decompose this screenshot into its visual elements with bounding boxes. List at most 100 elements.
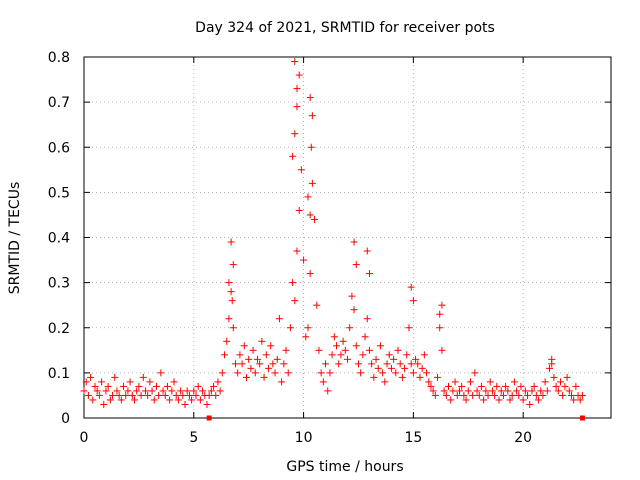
- data-point: [295, 71, 303, 79]
- data-point: [370, 373, 378, 381]
- data-point: [409, 297, 417, 305]
- data-point: [427, 382, 435, 390]
- data-point: [91, 382, 99, 390]
- data-point: [229, 324, 237, 332]
- data-point: [307, 143, 315, 151]
- data-point: [326, 369, 334, 377]
- data-point: [284, 369, 292, 377]
- data-point: [194, 382, 202, 390]
- data-point: [100, 400, 108, 408]
- y-tick-label: 0.7: [48, 95, 70, 111]
- data-point: [234, 369, 242, 377]
- data-point: [572, 382, 580, 390]
- data-point: [212, 391, 220, 399]
- data-point: [576, 396, 584, 404]
- data-point: [304, 193, 312, 201]
- x-tick-label: 20: [514, 430, 532, 446]
- data-point: [528, 387, 536, 395]
- data-point: [122, 391, 130, 399]
- data-point: [484, 391, 492, 399]
- data-point: [205, 391, 213, 399]
- data-point: [445, 382, 453, 390]
- x-tick-label: 10: [295, 430, 313, 446]
- data-point: [567, 391, 575, 399]
- data-point: [466, 378, 474, 386]
- data-point: [440, 387, 448, 395]
- data-point: [524, 391, 532, 399]
- data-point: [416, 373, 424, 381]
- data-point: [499, 391, 507, 399]
- data-point: [495, 396, 503, 404]
- y-tick-label: 0.1: [48, 366, 70, 382]
- data-point: [438, 346, 446, 354]
- data-point: [480, 396, 488, 404]
- data-point: [293, 103, 301, 111]
- data-point: [475, 391, 483, 399]
- data-point: [357, 369, 365, 377]
- y-tick-label: 0.6: [48, 140, 70, 156]
- data-point: [117, 396, 125, 404]
- data-point: [491, 391, 499, 399]
- data-point: [407, 360, 415, 368]
- data-point: [506, 396, 514, 404]
- data-point: [469, 391, 477, 399]
- data-point: [420, 351, 428, 359]
- y-tick-label: 0.5: [48, 185, 70, 201]
- plot-frame: [83, 56, 612, 419]
- data-point: [392, 369, 400, 377]
- x-axis-label: GPS time / hours: [286, 459, 403, 475]
- data-point: [436, 310, 444, 318]
- data-point: [438, 301, 446, 309]
- data-point: [449, 387, 457, 395]
- data-point: [228, 297, 236, 305]
- data-point: [383, 360, 391, 368]
- data-point: [442, 391, 450, 399]
- data-point: [497, 387, 505, 395]
- data-point: [359, 351, 367, 359]
- data-point: [412, 355, 420, 363]
- data-point: [308, 112, 316, 120]
- y-tick-label: 0.2: [48, 321, 70, 337]
- data-point: [181, 400, 189, 408]
- data-point: [293, 247, 301, 255]
- data-point: [242, 373, 250, 381]
- data-point: [146, 378, 154, 386]
- data-point: [398, 373, 406, 381]
- data-point: [188, 396, 196, 404]
- data-point: [372, 355, 380, 363]
- data-point: [106, 396, 114, 404]
- data-point: [210, 382, 218, 390]
- data-point: [289, 279, 297, 287]
- data-point: [550, 373, 558, 381]
- data-point: [293, 85, 301, 93]
- data-point: [535, 396, 543, 404]
- data-point: [471, 369, 479, 377]
- data-point: [273, 355, 281, 363]
- data-point: [414, 360, 422, 368]
- data-point: [185, 391, 193, 399]
- data-point: [302, 333, 310, 341]
- data-point: [436, 324, 444, 332]
- data-point: [128, 391, 136, 399]
- data-point: [179, 391, 187, 399]
- data-point: [291, 58, 299, 66]
- data-point: [113, 387, 121, 395]
- data-point: [109, 391, 117, 399]
- data-point: [240, 342, 248, 350]
- data-point: [460, 391, 468, 399]
- data-point: [124, 387, 132, 395]
- data-point: [486, 378, 494, 386]
- data-point: [150, 396, 158, 404]
- data-point: [462, 396, 470, 404]
- x-tick-label: 15: [404, 430, 422, 446]
- data-point: [232, 360, 240, 368]
- data-point: [168, 387, 176, 395]
- data-point: [455, 387, 463, 395]
- data-point: [508, 391, 516, 399]
- data-point: [126, 378, 134, 386]
- data-point: [381, 378, 389, 386]
- data-point: [262, 351, 270, 359]
- data-point: [502, 382, 510, 390]
- data-point: [223, 337, 231, 345]
- data-point: [300, 256, 308, 264]
